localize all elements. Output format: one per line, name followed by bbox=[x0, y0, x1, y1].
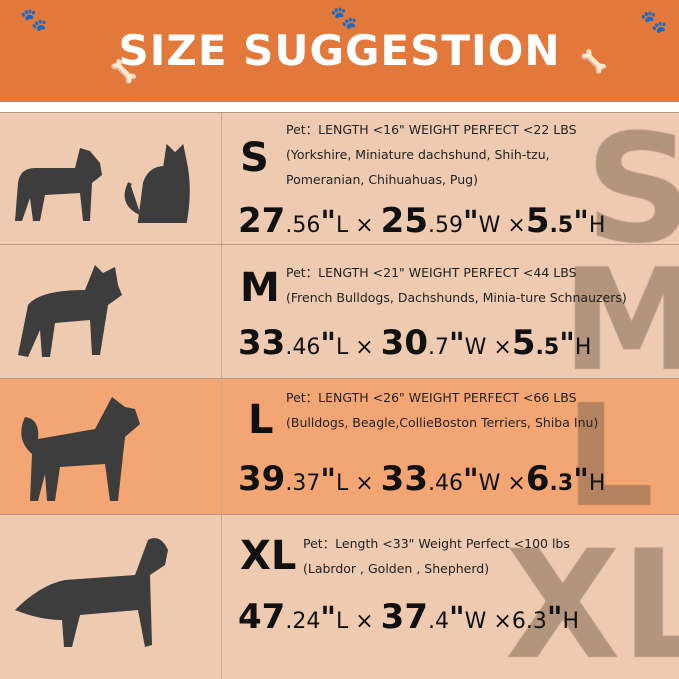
size-label: S bbox=[240, 135, 269, 181]
header-banner: 🐾 🦴 🐾 🦴 🐾 SIZE SUGGESTION bbox=[0, 0, 679, 102]
dimensions: 33.46"L × 30.7"W ×5.5"H bbox=[238, 323, 592, 363]
dimensions: 27.56"L × 25.59"W ×5.5"H bbox=[238, 201, 606, 241]
dimensions: 47.24"L × 37.4"W ×6.3"H bbox=[238, 597, 580, 637]
pet-info: Pet：LENGTH <26" WEIGHT PERFECT <66 LBS (B… bbox=[286, 390, 599, 430]
watermark-xl bbox=[223, 515, 679, 679]
size-row-m: M Pet：LENGTH <21" WEIGHT PERFECT <44 LBS… bbox=[0, 244, 679, 378]
size-label: M bbox=[240, 265, 280, 311]
size-label: XL bbox=[240, 533, 297, 579]
paw-icon: 🐾 bbox=[20, 8, 48, 33]
pet-info: Pet：LENGTH <16" WEIGHT PERFECT <22 LBS (Y… bbox=[286, 122, 577, 187]
size-label: L bbox=[248, 397, 274, 443]
watermark-m bbox=[223, 245, 679, 378]
paw-icon: 🐾 bbox=[640, 10, 668, 35]
bone-icon: 🦴 bbox=[110, 60, 138, 85]
paw-icon: 🐾 bbox=[330, 6, 358, 31]
pet-info: Pet：Length <33" Weight Perfect <100 lbs(… bbox=[303, 536, 570, 576]
golden-retriever-icon bbox=[15, 537, 168, 647]
watermark-l bbox=[223, 379, 679, 514]
size-row-xl: XL Pet：Length <33" Weight Perfect <100 l… bbox=[0, 514, 679, 679]
size-row-l: L Pet：LENGTH <26" WEIGHT PERFECT <66 LBS… bbox=[0, 378, 679, 514]
page-title: SIZE SUGGESTION bbox=[118, 26, 561, 75]
cat-icon bbox=[124, 143, 190, 223]
watermark-s bbox=[223, 113, 679, 244]
shiba-icon bbox=[21, 397, 141, 501]
dimensions: 39.37"L × 33.46"W ×6.3"H bbox=[238, 459, 606, 499]
size-row-s: S Pet：LENGTH <16" WEIGHT PERFECT <22 LBS… bbox=[0, 112, 679, 244]
bulldog-icon bbox=[18, 265, 122, 357]
terrier-icon bbox=[15, 148, 102, 221]
bone-icon: 🦴 bbox=[580, 50, 608, 75]
pet-info: Pet：LENGTH <21" WEIGHT PERFECT <44 LBS (F… bbox=[286, 265, 627, 305]
